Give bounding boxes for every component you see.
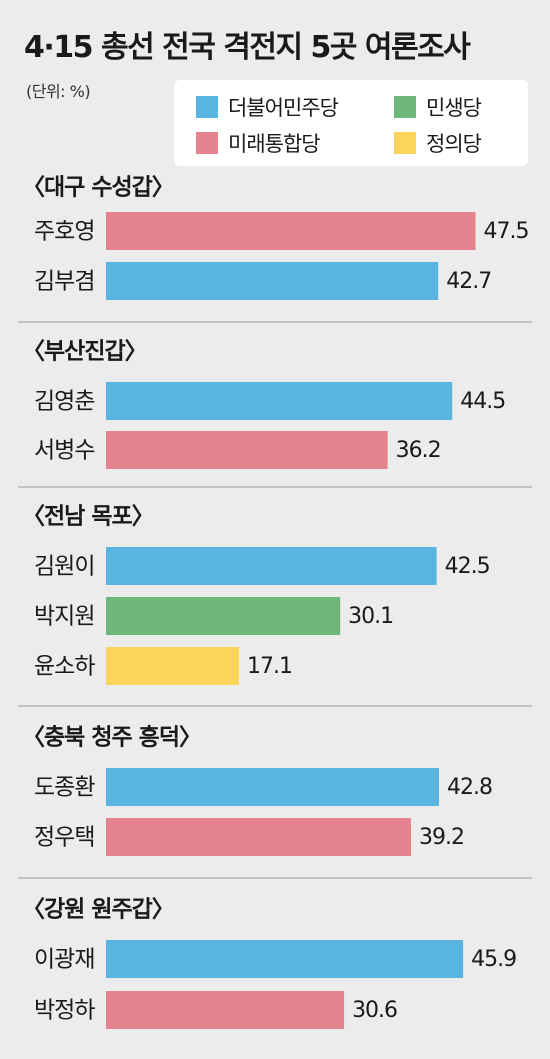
legend-item-justice: 정의당	[394, 128, 482, 158]
candidate-label: 김영춘	[34, 389, 94, 415]
candidate-label: 김부겸	[34, 269, 94, 295]
candidate-label: 도종환	[34, 775, 95, 801]
chart-title: 4·15 총선 전국 격전지 5곳 여론조사	[24, 30, 471, 65]
legend-label: 더불어민주당	[228, 96, 339, 120]
bar	[106, 597, 341, 635]
data-label: 45.9	[471, 947, 516, 972]
bar	[106, 940, 464, 978]
data-label: 44.5	[460, 389, 505, 414]
data-label: 42.7	[446, 269, 491, 294]
unit-label: (단위: %)	[26, 82, 91, 101]
bar	[106, 212, 476, 250]
legend-item-democratic: 더불어민주당	[196, 92, 339, 122]
data-label: 17.1	[247, 654, 292, 679]
bar	[106, 382, 453, 420]
legend-swatch	[394, 96, 416, 118]
bar	[106, 768, 439, 806]
data-label: 42.5	[445, 554, 490, 579]
region-label: 〈대구 수성갑〉	[22, 175, 174, 201]
bar	[106, 818, 411, 856]
candidate-label: 정우택	[34, 825, 94, 851]
data-label: 30.6	[352, 998, 397, 1023]
candidate-label: 이광재	[34, 947, 94, 973]
candidate-label: 김원이	[34, 554, 94, 580]
legend-swatch	[196, 132, 218, 154]
legend-item-future-united: 미래통합당	[196, 128, 321, 158]
candidate-label: 윤소하	[34, 654, 95, 680]
legend: 더불어민주당 민생당 미래통합당 정의당	[174, 80, 528, 166]
data-label: 39.2	[419, 825, 464, 850]
data-label: 30.1	[348, 604, 393, 629]
bar	[106, 262, 439, 300]
legend-label: 미래통합당	[228, 132, 321, 156]
candidate-label: 서병수	[34, 438, 94, 464]
legend-item-minsaeng: 민생당	[394, 92, 482, 122]
bar	[106, 547, 437, 585]
bar	[106, 431, 388, 469]
legend-swatch	[394, 132, 416, 154]
bar	[106, 647, 240, 685]
legend-label: 정의당	[426, 132, 482, 156]
candidate-label: 박정하	[34, 998, 95, 1024]
region-label: 〈강원 원주갑〉	[22, 897, 174, 923]
candidate-label: 박지원	[34, 604, 94, 630]
bar	[106, 991, 345, 1029]
legend-swatch	[196, 96, 218, 118]
legend-label: 민생당	[426, 96, 482, 120]
region-label: 〈전남 목포〉	[22, 504, 154, 530]
data-label: 47.5	[484, 219, 529, 244]
data-label: 36.2	[396, 438, 441, 463]
region-label: 〈부산진갑〉	[22, 339, 147, 365]
candidate-label: 주호영	[34, 219, 94, 245]
region-label: 〈충북 청주 흥덕〉	[22, 725, 201, 751]
data-label: 42.8	[447, 775, 492, 800]
